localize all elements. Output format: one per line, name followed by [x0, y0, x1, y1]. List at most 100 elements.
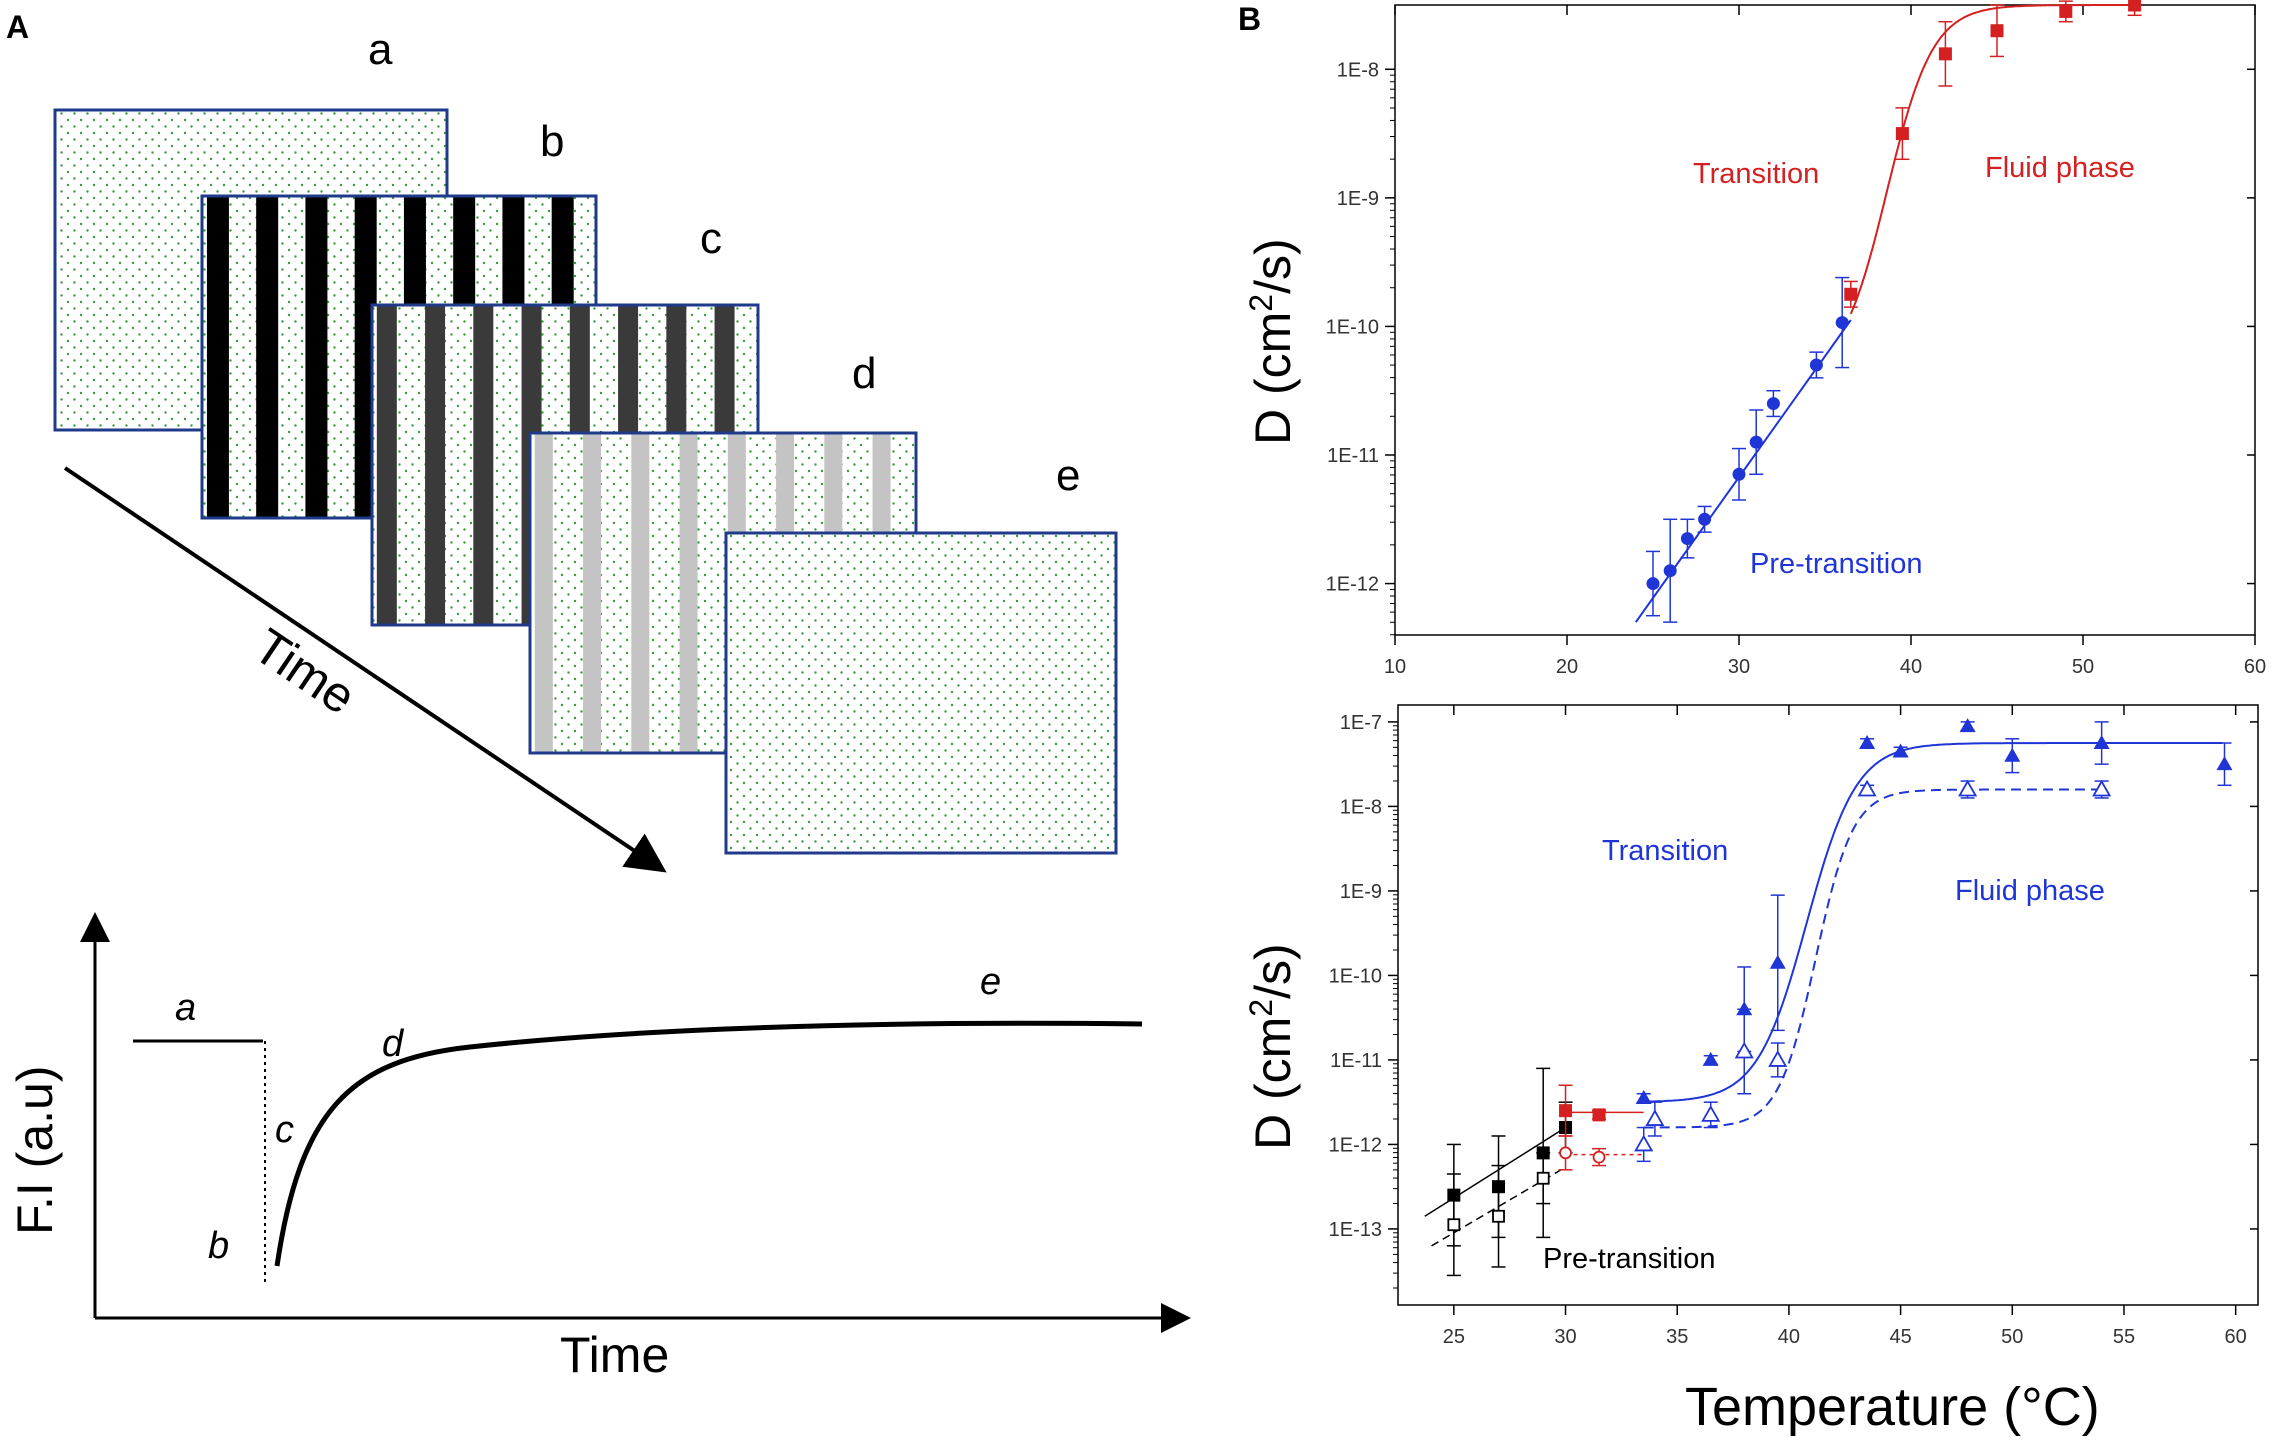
chart-top-y-label: D (cm2/s)	[1243, 238, 1301, 445]
chart-bottom-data-point	[2004, 747, 2021, 762]
frame-label-b: b	[540, 117, 564, 166]
chart-bottom-data-point	[1959, 718, 1976, 733]
panel-label-a: A	[6, 9, 29, 45]
frame-label-e: e	[1056, 451, 1080, 500]
time-arrow-label: Time	[244, 618, 366, 726]
chart-bottom-data-point	[1592, 1150, 1606, 1164]
chart-bottom-ytick-label: 1E-12	[1329, 1134, 1382, 1156]
chart-bottom-ytick-label: 1E-13	[1329, 1219, 1382, 1241]
chart-top-xtick-label: 10	[1384, 656, 1406, 678]
chart-bottom-ytick-label: 1E-8	[1340, 796, 1382, 818]
chart-bottom-data-point	[1958, 779, 1978, 797]
chart-bottom-xtick-label: 45	[1889, 1326, 1911, 1348]
chart-top-data-point	[1835, 316, 1849, 330]
chart-bottom-annotation-pretransition: Pre-transition	[1543, 1243, 1715, 1275]
chart-bottom-data-point	[1635, 1089, 1652, 1104]
chart-bottom-xtick-label: 25	[1443, 1326, 1465, 1348]
chart-bottom-data-point	[1447, 1218, 1461, 1232]
chart-bottom-xtick-label: 30	[1554, 1326, 1576, 1348]
frame-label-a: a	[368, 25, 393, 74]
frame-stripe	[425, 305, 446, 625]
fi-x-label: Time	[560, 1327, 669, 1383]
fi-point-d: d	[382, 1023, 405, 1065]
chart-top-data-point	[2128, 0, 2142, 12]
chart-top-xtick-label: 40	[1900, 656, 1922, 678]
chart-top-fit-curve	[1849, 4, 2133, 315]
chart-bottom-xtick-label: 50	[2001, 1326, 2023, 1348]
chart-top-ytick-label: 1E-12	[1326, 574, 1379, 596]
frame-stripe	[534, 433, 553, 753]
chart-top-ytick-label: 1E-8	[1337, 59, 1379, 81]
chart-top-plot-area	[1394, 4, 2256, 636]
chart-bottom-data-point	[1768, 1050, 1788, 1067]
chart-bottom-data-point	[2092, 779, 2112, 797]
time-arrow	[63, 466, 667, 873]
chart-top-data-point	[1749, 435, 1763, 449]
chart-top-xtick-label: 50	[2072, 656, 2094, 678]
frame-stripe	[631, 433, 650, 753]
chart-bottom-data-point	[1492, 1209, 1505, 1223]
chart-top-annotation-pretransition: Pre-transition	[1750, 548, 1922, 580]
chart-top-data-point	[1732, 467, 1746, 481]
frame-stripe	[256, 196, 279, 518]
fi-point-c: c	[275, 1109, 294, 1151]
frame-stripe	[305, 196, 328, 518]
chart-top-annotation-transition: Transition	[1693, 158, 1819, 190]
fi-point-e: e	[980, 961, 1001, 1003]
chart-bottom-data-point	[2093, 735, 2110, 750]
fi-recovery-curve	[274, 1020, 1143, 1267]
chart-top-ytick-label: 1E-11	[1327, 445, 1379, 467]
chart-top: 10 20 30 40 50 60 1E-12 1E-11 1E-10 1E-9 1E-8 D (c…	[1243, 0, 2266, 678]
fi-point-b: b	[208, 1225, 229, 1267]
chart-bottom-ytick-label: 1E-11	[1330, 1050, 1382, 1072]
frame-e	[724, 531, 1118, 855]
chart-bottom-xtick-label: 55	[2113, 1326, 2135, 1348]
chart-top-ytick-label: 1E-9	[1337, 188, 1379, 210]
chart-bottom-y-label: D (cm2/s)	[1243, 943, 1301, 1150]
frame-stripe	[583, 433, 602, 753]
chart-top-ytick-label: 1E-10	[1326, 316, 1379, 338]
chart-bottom-data-point	[1769, 954, 1786, 969]
fi-curve-panel: F.I (a.u) Time a b c d e	[7, 912, 1191, 1383]
chart-top-data-point	[1990, 24, 2004, 38]
chart-top-data-point	[1663, 564, 1677, 578]
chart-top-data-point	[2059, 4, 2073, 18]
chart-top-data-point	[1698, 512, 1712, 526]
chart-bottom-data-point	[1859, 735, 1876, 750]
chart-bottom-ytick-label: 1E-7	[1340, 712, 1382, 734]
chart-bottom-x-label: Temperature (°C)	[1685, 1377, 2100, 1437]
chart-top-data-point	[1895, 127, 1909, 141]
frame-label-c: c	[700, 214, 722, 263]
chart-bottom-plot-area	[1397, 704, 2259, 1306]
chart-bottom-data-point	[1734, 1041, 1754, 1059]
panel-label-b: B	[1238, 1, 1261, 37]
chart-bottom-data-point	[1634, 1134, 1654, 1152]
chart-top-annotation-fluid: Fluid phase	[1985, 152, 2135, 184]
chart-bottom-data-point	[1736, 1001, 1753, 1016]
chart-bottom-data-point	[1559, 1104, 1573, 1118]
chart-top-xtick-label: 60	[2244, 656, 2266, 678]
fi-y-label: F.I (a.u)	[7, 1066, 63, 1235]
chart-top-data-point	[1646, 577, 1660, 591]
fi-point-a: a	[175, 987, 196, 1029]
chart-top-data-point	[1680, 532, 1694, 546]
chart-top-data-point	[1809, 358, 1823, 372]
chart-top-xtick-label: 20	[1556, 656, 1578, 678]
chart-top-data-point	[1844, 287, 1858, 301]
chart-bottom-data-point	[1592, 1108, 1606, 1122]
chart-bottom-annotation-fluid: Fluid phase	[1955, 875, 2105, 907]
chart-bottom-data-point	[1536, 1171, 1550, 1185]
chart-bottom-data-point	[2216, 756, 2233, 771]
frame-label-d: d	[852, 349, 876, 398]
chart-bottom-xtick-label: 60	[2225, 1326, 2247, 1348]
chart-bottom-data-point	[1559, 1146, 1572, 1160]
chart-bottom-fit-curve	[1643, 788, 2100, 1129]
frame-stripe	[206, 196, 229, 518]
chart-bottom-annotation-transition: Transition	[1602, 835, 1728, 867]
chart-bottom-xtick-label: 35	[1666, 1326, 1688, 1348]
chart-bottom-xtick-label: 40	[1778, 1326, 1800, 1348]
chart-top-data-point	[1938, 47, 1952, 61]
frame-stripe	[473, 305, 494, 625]
chart-bottom-data-point	[1702, 1051, 1719, 1066]
